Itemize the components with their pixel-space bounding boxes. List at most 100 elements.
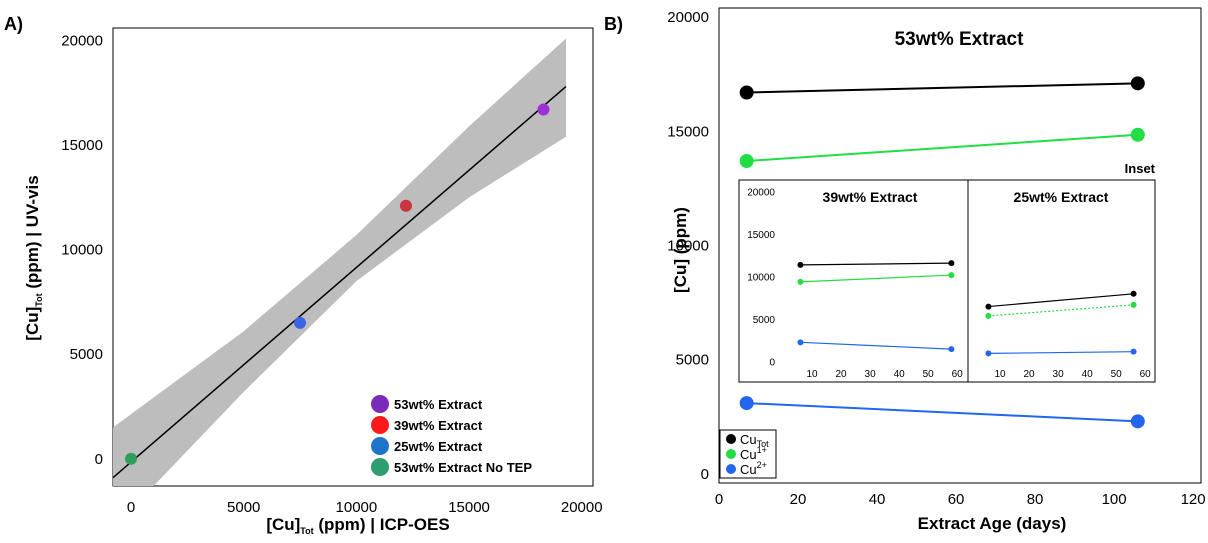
x-tick-label: 40	[869, 491, 886, 508]
inset-39-y-ticks: 0 5000 10000 15000 20000	[747, 188, 775, 369]
legend-label-2: 25wt% Extract	[394, 439, 483, 454]
inset-series-point-0-1	[1130, 290, 1137, 297]
y-axis-ticks: 0 5000 10000 15000 20000	[667, 9, 709, 483]
inset-x-tick-label: 20	[836, 369, 848, 380]
inset-series-line-0	[800, 262, 952, 266]
inset-x-tick-label: 10	[806, 369, 818, 380]
series-point-1-1	[1130, 127, 1145, 142]
legend-b: CuTot Cu1+ Cu2+	[719, 429, 777, 479]
legend-marker-2	[371, 437, 389, 455]
inset-series-point-1-1	[948, 272, 955, 279]
x-tick-label: 100	[1102, 491, 1127, 508]
inset-y-tick-label: 10000	[747, 273, 775, 284]
inset-series-point-2-1	[1130, 348, 1137, 355]
x-axis-title-b: Extract Age (days)	[918, 514, 1067, 533]
inset-series-point-1-0	[797, 278, 804, 285]
inset-y-tick-label: 20000	[747, 188, 775, 199]
inset-series-line-1	[800, 274, 952, 283]
inset: 39wt% Extract 25wt% Extract 0 5000 10000 15…	[738, 179, 1156, 383]
x-tick-label: 10000	[336, 499, 378, 516]
inset-y-tick-label: 0	[769, 358, 775, 369]
inset-39-series	[797, 260, 955, 353]
legend-label-0: 53wt% Extract	[394, 397, 483, 412]
series-point-2-1	[1130, 414, 1145, 429]
inset-series-point-2-0	[797, 339, 804, 346]
x-tick-label: 80	[1027, 491, 1044, 508]
y-axis-title-a: [Cu]Tot (ppm) | UV-vis	[23, 175, 44, 340]
x-axis-ticks: 0 5000 10000 15000 20000	[127, 499, 603, 516]
legend-marker-1	[371, 416, 389, 434]
y-tick-label: 15000	[667, 123, 709, 140]
series-point-2-0	[739, 396, 754, 411]
x-tick-label: 5000	[227, 499, 260, 516]
chart-b-title: 53wt% Extract	[895, 29, 1025, 50]
inset-39-title: 39wt% Extract	[823, 189, 918, 205]
data-points	[125, 103, 550, 465]
y-tick-label: 10000	[61, 242, 103, 259]
inset-series-point-1-1	[1130, 301, 1137, 308]
inset-25-x-ticks: 10 20 30 40 50 60	[994, 369, 1151, 380]
series-lines	[739, 76, 1145, 429]
legend-cu-tot-marker	[726, 434, 736, 444]
confidence-band-area	[113, 38, 566, 486]
panel-a-label: A)	[4, 14, 23, 34]
inset-series-point-0-0	[797, 261, 804, 268]
inset-x-tick-label: 50	[923, 369, 935, 380]
data-point-1	[399, 199, 412, 212]
data-point-0	[537, 103, 550, 116]
panel-b-label: B)	[604, 14, 623, 34]
x-tick-label: 0	[715, 491, 723, 508]
y-tick-label: 15000	[61, 137, 103, 154]
x-tick-label: 15000	[448, 499, 490, 516]
series-line-2	[746, 402, 1138, 423]
legend-cu2-marker	[726, 464, 736, 474]
x-tick-label: 120	[1181, 491, 1206, 508]
inset-x-tick-label: 40	[894, 369, 906, 380]
inset-y-tick-label: 5000	[753, 315, 776, 326]
y-axis-ticks: 0 5000 10000 15000 20000	[61, 33, 103, 468]
inset-series-point-0-0	[985, 303, 992, 310]
inset-x-tick-label: 30	[1053, 369, 1065, 380]
inset-y-tick-label: 15000	[747, 230, 775, 241]
inset-series-point-1-0	[985, 312, 992, 319]
x-tick-label: 20	[790, 491, 807, 508]
legend-marker-3	[371, 458, 389, 476]
x-tick-label: 60	[948, 491, 965, 508]
inset-x-tick-label: 10	[994, 369, 1006, 380]
inset-x-tick-label: 50	[1111, 369, 1123, 380]
inset-x-tick-label: 30	[865, 369, 877, 380]
series-point-1-0	[739, 154, 754, 169]
legend-cu1-marker	[726, 449, 736, 459]
y-tick-label: 10000	[667, 238, 709, 255]
x-tick-label: 20000	[561, 499, 603, 516]
inset-x-tick-label: 20	[1024, 369, 1036, 380]
legend-label-3: 53wt% Extract No TEP	[394, 460, 532, 475]
y-axis-title-b: [Cu] (ppm)	[671, 207, 690, 293]
fit-line-segment	[112, 85, 567, 479]
inset-series-line-0	[988, 293, 1134, 308]
legend-cu-tot-label: CuTot	[740, 432, 769, 449]
inset-x-tick-label: 60	[952, 369, 964, 380]
panel-a-scatter-chart: 0 5000 10000 15000 20000 0 5000 10000 15000 2000…	[23, 27, 603, 536]
inset-x-tick-label: 60	[1140, 369, 1152, 380]
y-tick-label: 0	[701, 466, 709, 483]
legend-a: 53wt% Extract 39wt% Extract 25wt% Extract 5…	[371, 395, 532, 476]
inset-label: Inset	[1125, 161, 1156, 176]
y-tick-label: 0	[95, 451, 103, 468]
y-tick-label: 20000	[61, 33, 103, 50]
x-axis-title-a: [Cu]Tot (ppm) | ICP-OES	[266, 515, 449, 536]
inset-series-line-2	[800, 341, 952, 350]
inset-series-line-1	[988, 304, 1134, 317]
data-point-2	[294, 316, 307, 329]
x-axis-ticks: 0 20 40 60 80 100 120	[715, 491, 1206, 508]
legend-marker-0	[371, 395, 389, 413]
inset-series-point-2-0	[985, 350, 992, 357]
x-tick-label: 0	[127, 499, 135, 516]
y-tick-label: 5000	[70, 346, 103, 363]
legend-cu2-label: Cu2+	[740, 460, 767, 477]
inset-25-title: 25wt% Extract	[1014, 189, 1109, 205]
confidence-band	[113, 38, 566, 486]
legend-cu1-label: Cu1+	[740, 445, 767, 462]
panel-b-line-chart: 53wt% Extract 0 20 40 60 80 100 120 0500010000…	[667, 7, 1206, 533]
